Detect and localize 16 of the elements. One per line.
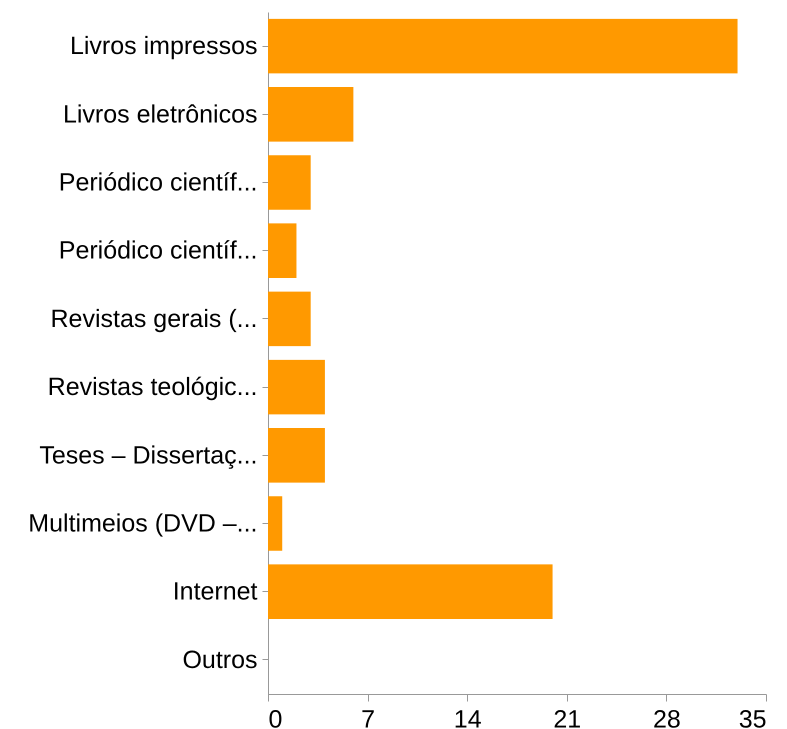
y-tick-label: Livros impressos	[70, 32, 258, 60]
y-tick-label: Periódico científ...	[58, 236, 258, 265]
x-tick-label: 21	[553, 706, 582, 729]
x-tick-label: 0	[268, 706, 282, 729]
y-tick-label: Internet	[172, 578, 258, 606]
y-tick-label: Revistas teológic...	[48, 373, 258, 402]
x-tick-label: 28	[652, 706, 681, 729]
y-tick-label: Revistas gerais (...	[50, 304, 258, 333]
y-tick-label: Outros	[182, 646, 258, 674]
y-tick-label: Periódico científ...	[58, 168, 258, 196]
y-tick-label: Teses – Dissertaç...	[39, 441, 258, 470]
y-tick-label: Livros eletrônicos	[62, 100, 258, 128]
x-tick-label: 35	[738, 706, 766, 729]
x-tick-label: 7	[361, 706, 376, 729]
x-tick-label: 14	[454, 706, 482, 729]
y-tick-label: Multimeios (DVD –...	[28, 510, 258, 538]
